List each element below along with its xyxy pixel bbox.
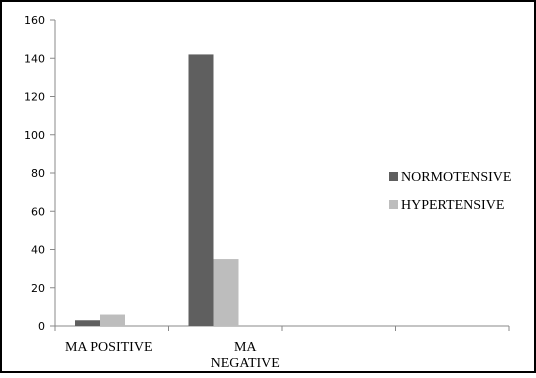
y-tick-label: 160 [24, 14, 45, 27]
bar-normotensive-0 [75, 320, 100, 326]
y-tick-labels: 0 20 40 60 80 100 120 140 160 [24, 14, 45, 333]
y-tick-label: 0 [38, 320, 45, 333]
y-tick-label: 60 [31, 205, 45, 218]
legend-label: NORMOTENSIVE [401, 170, 511, 185]
bar-hypertensive-1 [213, 259, 239, 326]
y-tick-label: 80 [31, 167, 45, 180]
category-label: NEGATIVE [211, 356, 280, 371]
category-label: MA [234, 340, 257, 355]
axes [50, 19, 510, 331]
category-label: MA POSITIVE [65, 340, 153, 355]
y-tick-label: 120 [24, 91, 45, 104]
y-tick-label: 100 [24, 129, 45, 142]
legend-swatch [389, 172, 398, 181]
bar-normotensive-1 [188, 54, 214, 327]
legend-label: HYPERTENSIVE [401, 198, 504, 213]
y-tick-label: 140 [24, 52, 45, 65]
legend-swatch [389, 200, 398, 209]
bars [75, 54, 239, 327]
bar-hypertensive-0 [100, 314, 125, 326]
legend: NORMOTENSIVE HYPERTENSIVE [389, 170, 511, 213]
y-tick-label: 20 [31, 282, 45, 295]
y-tick-label: 40 [31, 244, 45, 257]
